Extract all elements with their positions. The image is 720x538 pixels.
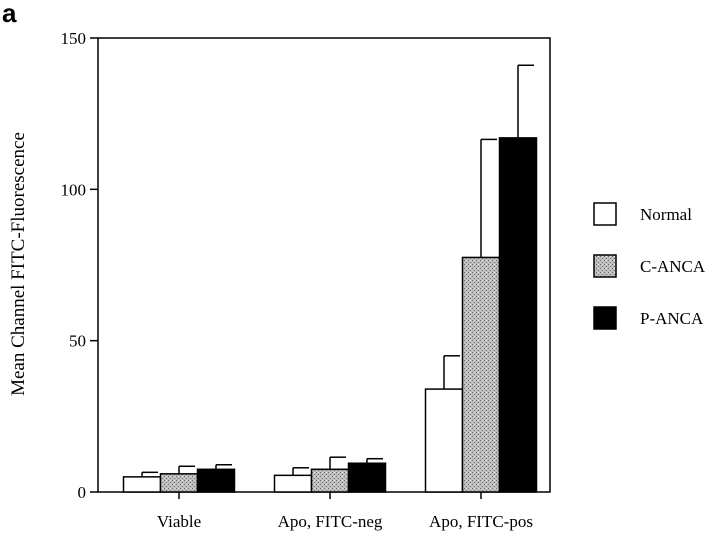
bar-c-anca-0 <box>159 473 199 493</box>
y-tick-label-150: 150 <box>61 29 87 48</box>
y-axis-title: Mean Channel FITC-Fluorescence <box>8 132 29 396</box>
legend: Normal C-ANCA P-ANCA <box>593 202 706 330</box>
y-tick-label-50: 50 <box>69 332 86 351</box>
bar-c-anca-2 <box>461 256 501 493</box>
bar-p-anca-0 <box>196 468 236 493</box>
x-tick-label-0: Viable <box>157 512 201 531</box>
y-tick-label-0: 0 <box>78 483 87 502</box>
legend-label-c-anca: C-ANCA <box>640 257 706 276</box>
y-axis: 0 50 100 150 <box>61 29 98 502</box>
panel-label: a <box>2 0 17 28</box>
legend-label-normal: Normal <box>640 205 692 224</box>
bars-group <box>122 64 538 493</box>
x-tick-label-2: Apo, FITC-pos <box>429 512 533 531</box>
bar-normal-0 <box>122 476 162 493</box>
y-tick-label-100: 100 <box>61 180 87 199</box>
bar-c-anca-1 <box>310 468 350 493</box>
bar-p-anca-2 <box>498 137 538 493</box>
bar-p-anca-1 <box>347 462 387 493</box>
legend-swatch-c-anca <box>593 254 617 278</box>
legend-label-p-anca: P-ANCA <box>640 309 704 328</box>
x-tick-label-1: Apo, FITC-neg <box>278 512 383 531</box>
x-axis: Viable Apo, FITC-neg Apo, FITC-pos <box>157 492 533 531</box>
legend-swatch-p-anca <box>593 306 617 330</box>
bar-normal-1 <box>273 474 313 493</box>
bar-normal-2 <box>424 388 464 493</box>
legend-swatch-normal <box>593 202 617 226</box>
